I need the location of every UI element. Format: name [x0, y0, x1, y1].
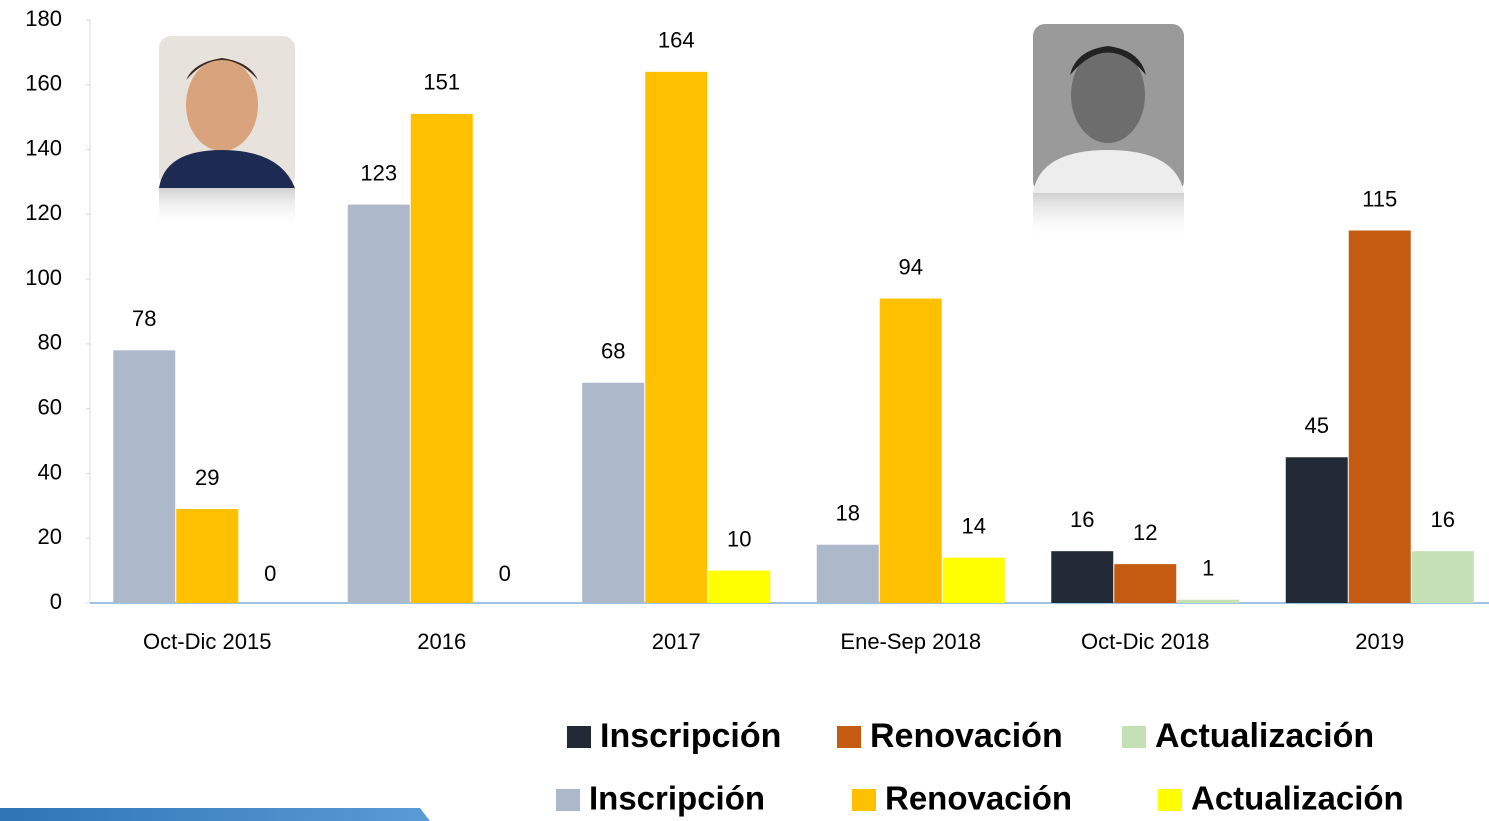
x-tick-label: 2017 [652, 629, 701, 654]
bar [176, 509, 238, 603]
x-tick-label: Ene-Sep 2018 [840, 629, 981, 654]
value-label: 10 [727, 526, 751, 551]
legend-swatch [1122, 726, 1146, 748]
bar [1114, 564, 1176, 603]
y-tick-label: 180 [25, 6, 62, 31]
value-label: 45 [1305, 413, 1329, 438]
bar [348, 205, 410, 603]
legend-label: Actualización [1155, 717, 1374, 755]
value-label: 16 [1070, 507, 1094, 532]
bar [411, 114, 473, 603]
legend-label: Actualización [1191, 780, 1404, 817]
bar [708, 571, 770, 603]
bar [113, 350, 175, 603]
value-label: 164 [658, 28, 695, 53]
x-tick-label: 2016 [417, 629, 466, 654]
bar [1177, 600, 1239, 603]
legend-swatch [837, 726, 861, 748]
value-label: 29 [195, 465, 219, 490]
value-label: 12 [1133, 520, 1157, 545]
value-label: 0 [499, 561, 511, 586]
legend-label: Inscripción [600, 717, 781, 755]
decor-stripe [0, 808, 430, 821]
y-tick-label: 80 [38, 330, 62, 355]
legend-swatch [1158, 789, 1182, 811]
x-tick-label: Oct-Dic 2015 [143, 629, 271, 654]
bar [1412, 551, 1474, 603]
bar [817, 545, 879, 603]
legend-swatch [852, 789, 876, 811]
value-label: 1 [1202, 556, 1214, 581]
photo-left [159, 36, 295, 228]
value-label: 14 [962, 513, 986, 538]
value-label: 18 [836, 501, 860, 526]
value-label: 94 [899, 254, 923, 279]
y-tick-label: 20 [38, 524, 62, 549]
page: 020406080100120140160180Oct-Dic 20152016… [0, 0, 1489, 821]
value-label: 123 [360, 160, 397, 185]
legend-label: Renovación [885, 780, 1072, 817]
y-tick-label: 100 [25, 265, 62, 290]
bar [582, 383, 644, 603]
y-tick-label: 160 [25, 71, 62, 96]
value-label: 16 [1431, 507, 1455, 532]
legend-swatch [567, 726, 591, 748]
bar [1051, 551, 1113, 603]
bar [880, 299, 942, 603]
value-label: 151 [423, 70, 460, 95]
x-tick-label: Oct-Dic 2018 [1081, 629, 1209, 654]
bar [645, 72, 707, 603]
y-tick-label: 0 [50, 589, 62, 614]
y-tick-label: 140 [25, 135, 62, 160]
value-label: 78 [132, 306, 156, 331]
value-label: 68 [601, 339, 625, 364]
bar [1349, 231, 1411, 603]
y-tick-label: 40 [38, 459, 62, 484]
photo-right [1033, 24, 1184, 241]
chart: 020406080100120140160180Oct-Dic 20152016… [0, 0, 1489, 821]
x-tick-label: 2019 [1355, 629, 1404, 654]
bar [943, 558, 1005, 603]
legend-swatch [556, 789, 580, 811]
legend-label: Renovación [870, 717, 1063, 755]
value-label: 115 [1362, 186, 1397, 211]
value-label: 0 [264, 561, 276, 586]
y-tick-label: 120 [25, 200, 62, 225]
legend-label: Inscripción [589, 780, 765, 817]
y-tick-label: 60 [38, 394, 62, 419]
bar [1286, 457, 1348, 603]
